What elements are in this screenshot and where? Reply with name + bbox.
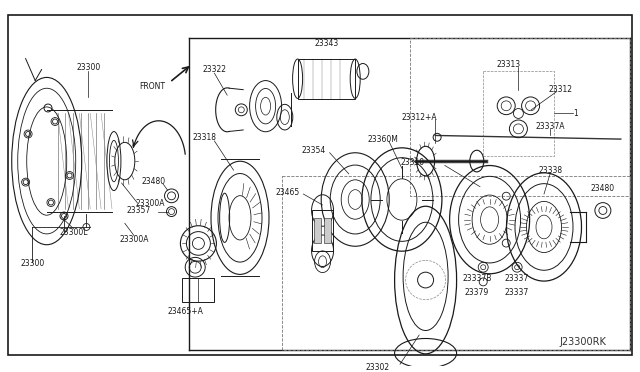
Text: 23300: 23300 <box>76 63 100 72</box>
Text: 23357: 23357 <box>126 206 150 215</box>
Text: 23310: 23310 <box>401 158 425 167</box>
Text: 23312: 23312 <box>548 85 573 94</box>
Text: 23338: 23338 <box>538 166 563 175</box>
Bar <box>182 278 214 302</box>
Text: 23337: 23337 <box>505 288 529 297</box>
Text: 23480: 23480 <box>591 184 615 193</box>
Text: 23302: 23302 <box>365 363 390 372</box>
Text: 23300: 23300 <box>20 259 45 268</box>
Text: 23354: 23354 <box>301 145 326 155</box>
Text: 23480: 23480 <box>141 177 166 186</box>
Text: 23343: 23343 <box>314 39 339 48</box>
Text: 23322: 23322 <box>202 65 227 74</box>
Text: 23300L: 23300L <box>60 228 88 237</box>
Text: 23465: 23465 <box>275 188 300 197</box>
Text: 23337B: 23337B <box>462 274 492 283</box>
Text: 23337A: 23337A <box>536 122 565 131</box>
Text: 23379: 23379 <box>465 288 489 297</box>
Bar <box>314 218 321 243</box>
Bar <box>312 211 333 251</box>
Text: 23312+A: 23312+A <box>401 113 437 122</box>
Text: 23360M: 23360M <box>367 135 398 144</box>
Text: 23313: 23313 <box>497 60 521 68</box>
Text: 23465+A: 23465+A <box>168 307 204 316</box>
Text: 1: 1 <box>573 109 579 118</box>
Text: 23318: 23318 <box>193 133 217 142</box>
Text: J23300RK: J23300RK <box>560 337 607 347</box>
Bar <box>298 58 355 99</box>
Bar <box>324 218 331 243</box>
Text: 23337: 23337 <box>505 274 529 283</box>
Text: 23300A: 23300A <box>120 235 149 244</box>
Text: 23300A: 23300A <box>136 199 165 208</box>
Text: FRONT: FRONT <box>139 81 165 90</box>
